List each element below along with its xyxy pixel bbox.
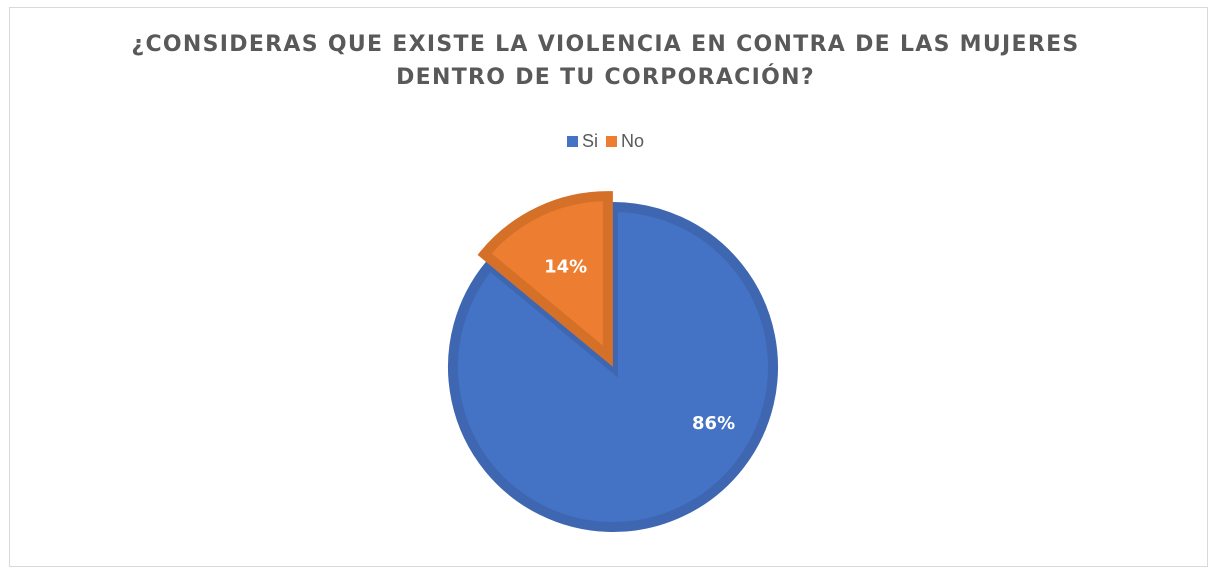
chart-legend: Si No bbox=[0, 131, 1211, 152]
legend-label-no: No bbox=[621, 131, 645, 151]
legend-item-no: No bbox=[606, 131, 644, 152]
chart-title-line-2: DENTRO DE TU CORPORACIÓN? bbox=[396, 65, 815, 90]
pie-slice-no bbox=[477, 191, 613, 367]
chart-title-line-1: ¿CONSIDERAS QUE EXISTE LA VIOLENCIA EN C… bbox=[131, 32, 1080, 57]
legend-label-si: Si bbox=[581, 131, 598, 151]
pie-slice-si bbox=[448, 201, 778, 532]
legend-item-si: Si bbox=[566, 131, 598, 152]
legend-swatch-no bbox=[606, 136, 617, 147]
chart-title: ¿CONSIDERAS QUE EXISTE LA VIOLENCIA EN C… bbox=[0, 28, 1211, 94]
pie-chart: 86% 14% bbox=[448, 191, 778, 532]
data-label-si: 86% bbox=[692, 413, 735, 434]
legend-swatch-si bbox=[566, 136, 578, 147]
data-label-no: 14% bbox=[544, 256, 587, 277]
